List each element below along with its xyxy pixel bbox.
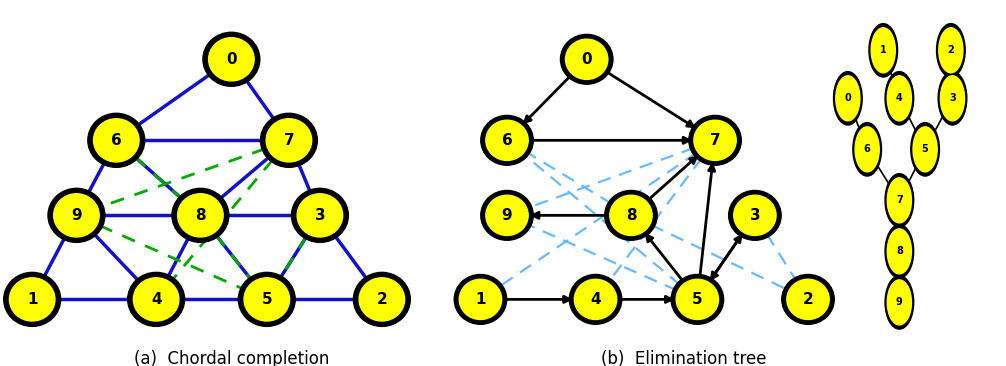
- Circle shape: [885, 225, 913, 278]
- Text: (b)  Elimination tree: (b) Elimination tree: [602, 350, 767, 366]
- Circle shape: [887, 76, 911, 121]
- Text: 8: 8: [896, 246, 902, 256]
- Text: 3: 3: [315, 208, 325, 223]
- Circle shape: [172, 188, 228, 242]
- Text: 0: 0: [581, 52, 592, 67]
- Circle shape: [782, 274, 834, 324]
- Circle shape: [671, 274, 723, 324]
- Circle shape: [94, 119, 139, 162]
- Circle shape: [869, 23, 897, 77]
- Text: 2: 2: [948, 45, 955, 55]
- Text: 1: 1: [475, 292, 486, 307]
- Circle shape: [267, 119, 312, 162]
- Text: 3: 3: [749, 208, 761, 223]
- Text: 0: 0: [844, 93, 851, 103]
- Circle shape: [887, 229, 911, 274]
- Circle shape: [569, 274, 622, 324]
- Circle shape: [574, 279, 617, 320]
- Circle shape: [834, 72, 862, 125]
- Circle shape: [134, 278, 179, 321]
- Circle shape: [853, 123, 881, 176]
- Text: 1: 1: [27, 292, 37, 307]
- Text: 9: 9: [71, 208, 81, 223]
- Circle shape: [297, 194, 343, 237]
- Circle shape: [885, 72, 913, 125]
- Circle shape: [676, 279, 718, 320]
- Text: (a)  Chordal completion: (a) Chordal completion: [134, 350, 329, 366]
- Circle shape: [910, 123, 940, 176]
- Circle shape: [939, 72, 967, 125]
- Circle shape: [203, 32, 260, 86]
- Text: 4: 4: [591, 292, 601, 307]
- Circle shape: [855, 127, 879, 172]
- Circle shape: [4, 272, 60, 326]
- Circle shape: [689, 115, 741, 165]
- Circle shape: [787, 279, 829, 320]
- Circle shape: [9, 278, 55, 321]
- Text: 4: 4: [896, 93, 902, 103]
- Circle shape: [733, 195, 776, 235]
- Text: 6: 6: [111, 133, 122, 148]
- Circle shape: [353, 272, 410, 326]
- Circle shape: [359, 278, 404, 321]
- Circle shape: [48, 188, 105, 242]
- Text: 6: 6: [864, 144, 870, 154]
- Text: 9: 9: [896, 298, 902, 307]
- Text: 8: 8: [195, 208, 205, 223]
- Circle shape: [460, 279, 502, 320]
- Circle shape: [261, 113, 317, 167]
- Circle shape: [610, 195, 652, 235]
- Circle shape: [887, 178, 911, 223]
- Circle shape: [486, 195, 528, 235]
- Text: 7: 7: [896, 195, 902, 205]
- Circle shape: [941, 76, 965, 121]
- Circle shape: [939, 28, 963, 73]
- Circle shape: [885, 173, 913, 227]
- Text: 5: 5: [262, 292, 272, 307]
- Circle shape: [178, 194, 223, 237]
- Text: 1: 1: [880, 45, 886, 55]
- Circle shape: [560, 34, 613, 84]
- Circle shape: [728, 190, 781, 240]
- Circle shape: [292, 188, 348, 242]
- Circle shape: [836, 76, 860, 121]
- Circle shape: [208, 38, 255, 81]
- Circle shape: [88, 113, 145, 167]
- Circle shape: [605, 190, 657, 240]
- Text: 5: 5: [692, 292, 702, 307]
- Text: 4: 4: [151, 292, 161, 307]
- Circle shape: [913, 127, 938, 172]
- Circle shape: [887, 280, 911, 325]
- Circle shape: [481, 190, 533, 240]
- Text: 7: 7: [710, 133, 720, 148]
- Text: 7: 7: [284, 133, 294, 148]
- Circle shape: [481, 115, 533, 165]
- Text: 9: 9: [502, 208, 512, 223]
- Circle shape: [565, 39, 608, 79]
- Circle shape: [871, 28, 895, 73]
- Text: 8: 8: [626, 208, 636, 223]
- Text: 3: 3: [949, 93, 956, 103]
- Circle shape: [694, 120, 736, 160]
- Text: 0: 0: [226, 52, 236, 67]
- Text: 6: 6: [502, 133, 512, 148]
- Circle shape: [937, 23, 965, 77]
- Text: 5: 5: [921, 144, 929, 154]
- Text: 2: 2: [376, 292, 387, 307]
- Circle shape: [128, 272, 184, 326]
- Circle shape: [244, 278, 290, 321]
- Circle shape: [885, 276, 913, 329]
- Text: 2: 2: [803, 292, 814, 307]
- Circle shape: [455, 274, 507, 324]
- Circle shape: [238, 272, 295, 326]
- Circle shape: [486, 120, 528, 160]
- Circle shape: [53, 194, 100, 237]
